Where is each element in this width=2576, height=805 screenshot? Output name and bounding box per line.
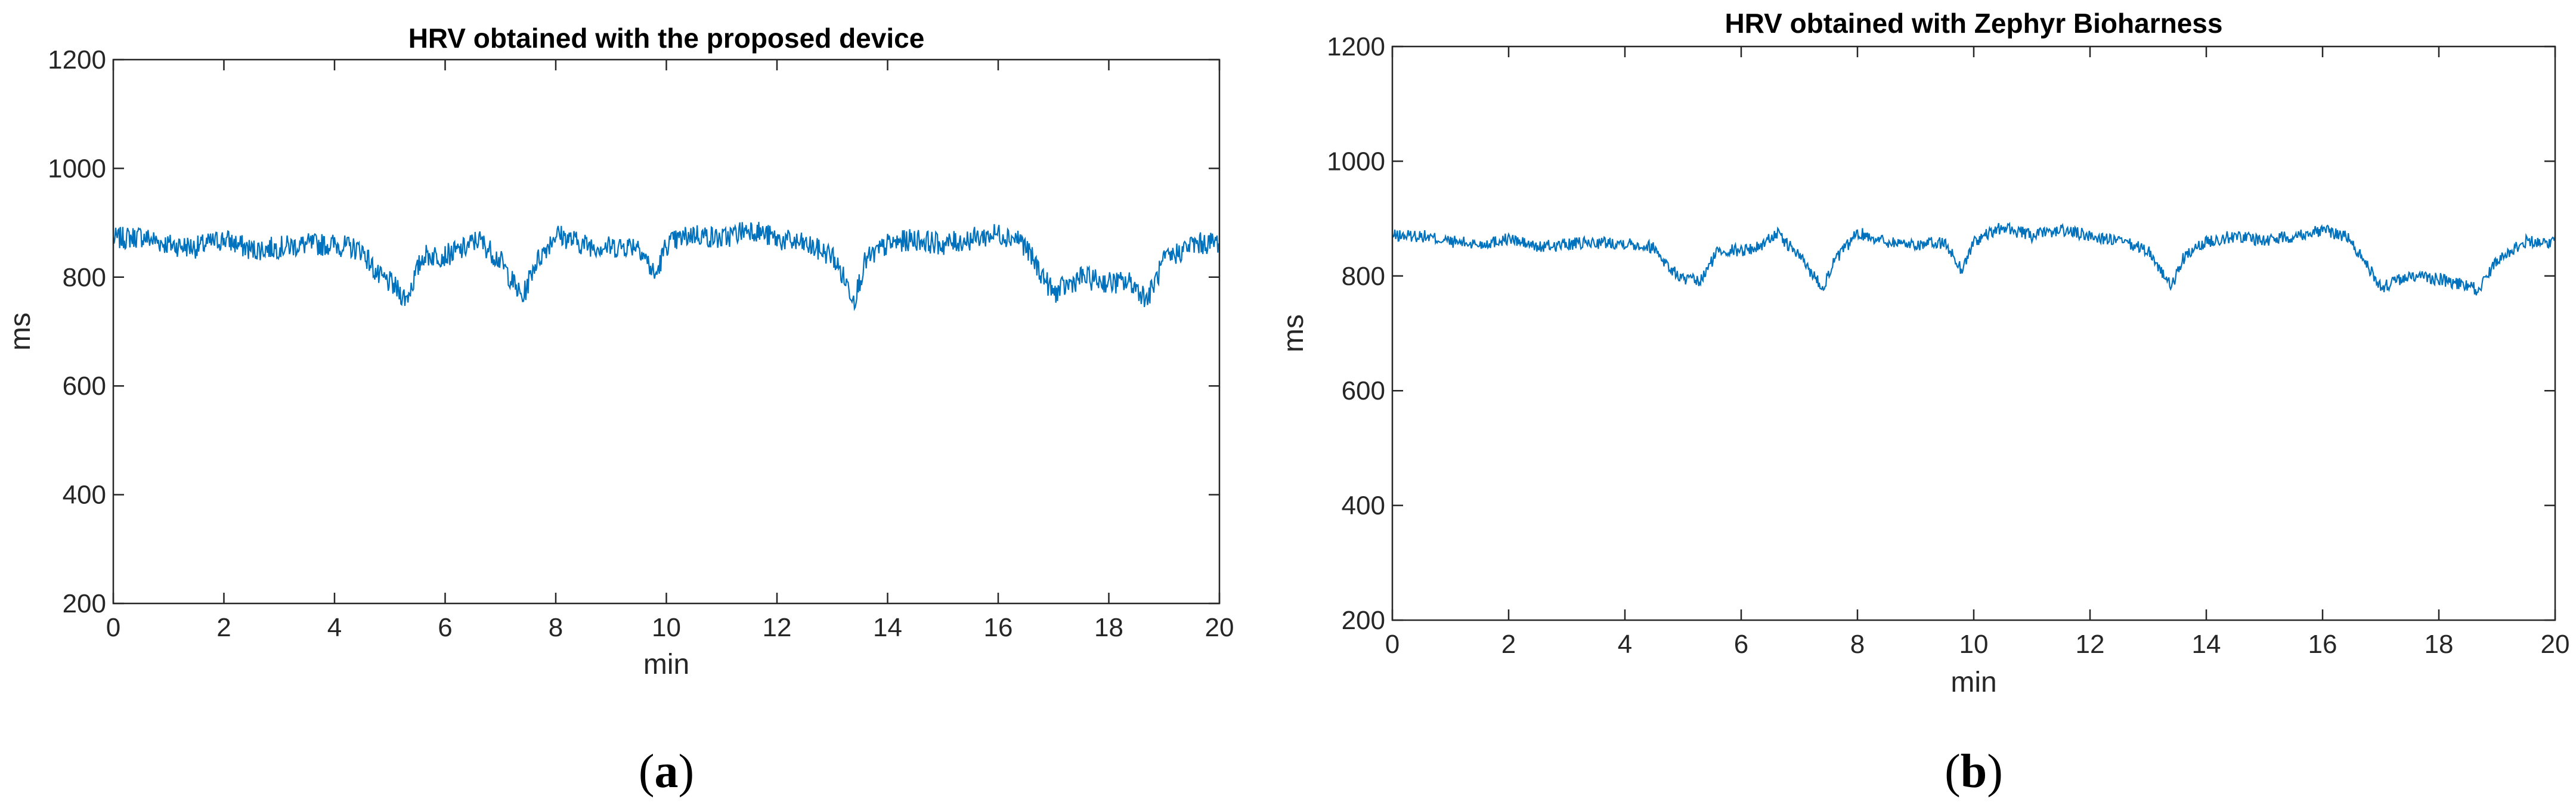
x-tick-label: 18 <box>1094 613 1123 642</box>
y-tick-label: 1000 <box>48 154 106 183</box>
y-tick-label: 1000 <box>1327 147 1385 176</box>
x-tick-label: 18 <box>2425 630 2454 659</box>
x-tick-label: 4 <box>1618 630 1632 659</box>
y-axis-label: ms <box>1278 314 1309 352</box>
y-tick-label: 200 <box>63 589 106 618</box>
y-tick-label: 400 <box>1342 491 1385 521</box>
x-tick-label: 6 <box>438 613 452 642</box>
plot-frame <box>112 58 1221 605</box>
x-tick-label: 14 <box>873 613 902 642</box>
series-line <box>113 222 1219 311</box>
chart-title: HRV obtained with Zephyr Bioharness <box>1725 8 2223 39</box>
x-tick-label: 10 <box>1959 630 1989 659</box>
x-tick-label: 4 <box>327 613 342 642</box>
chart-title: HRV obtained with the proposed device <box>408 23 925 54</box>
x-tick-label: 8 <box>549 613 563 642</box>
y-tick-label: 1200 <box>1327 32 1385 61</box>
x-tick-label: 14 <box>2192 630 2221 659</box>
x-tick-label: 20 <box>1205 613 1234 642</box>
y-tick-label: 200 <box>1342 606 1385 635</box>
plot-frame <box>1391 45 2556 621</box>
x-axis-label: min <box>1950 667 1996 698</box>
y-tick-label: 800 <box>63 263 106 292</box>
x-tick-label: 2 <box>216 613 231 642</box>
panel-b: HRV obtained with Zephyr Bioharness 0 2 4 6 8… <box>1278 8 2569 798</box>
y-tick-label: 600 <box>1342 376 1385 405</box>
panel-caption: (a) <box>639 745 694 798</box>
y-tick-label: 800 <box>1342 262 1385 291</box>
panel-caption: (b) <box>1945 745 2003 798</box>
y-axis-label: ms <box>5 312 36 351</box>
y-tick-label: 400 <box>63 481 106 510</box>
x-tick-label: 0 <box>1385 630 1400 659</box>
x-axis-label: min <box>643 649 689 680</box>
x-tick-label: 8 <box>1850 630 1865 659</box>
x-tick-label: 16 <box>2308 630 2337 659</box>
y-tick-label: 1200 <box>48 45 106 75</box>
series-line <box>1392 221 2555 296</box>
x-tick-label: 6 <box>1734 630 1748 659</box>
panel-a: HRV obtained with the proposed device 0 2 4… <box>5 23 1234 798</box>
x-tick-label: 0 <box>106 613 120 642</box>
x-tick-label: 10 <box>652 613 681 642</box>
x-tick-label: 12 <box>2076 630 2105 659</box>
y-tick-label: 600 <box>63 371 106 401</box>
x-tick-label: 12 <box>763 613 792 642</box>
x-tick-label: 16 <box>984 613 1013 642</box>
x-tick-label: 20 <box>2541 630 2570 659</box>
x-tick-label: 2 <box>1501 630 1516 659</box>
